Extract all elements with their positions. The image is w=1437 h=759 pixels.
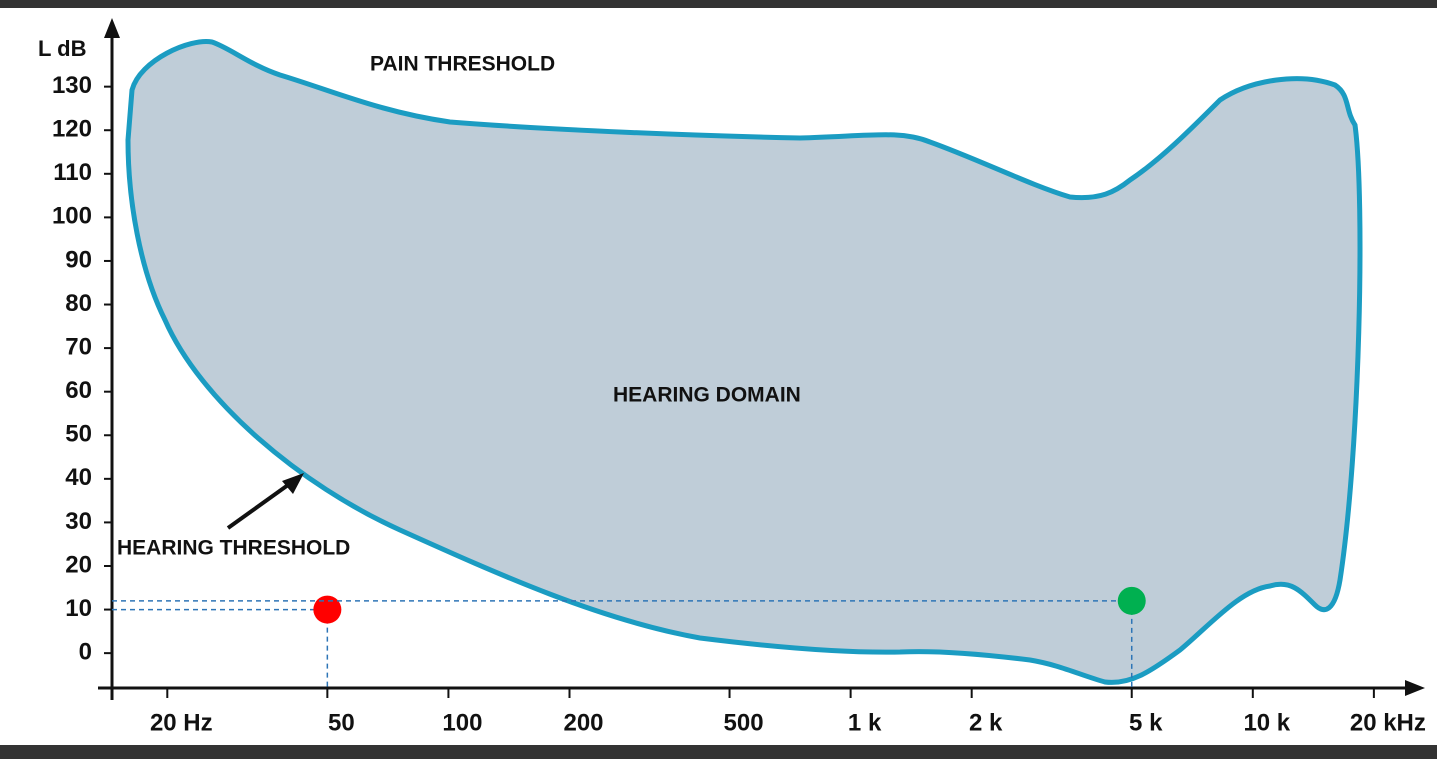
point xyxy=(313,595,342,624)
y-tick-label: 0 xyxy=(79,638,92,665)
y-tick-label: 110 xyxy=(53,159,92,186)
y-axis-label: L dB xyxy=(38,36,86,61)
x-tick-label: 5 k xyxy=(1129,709,1163,736)
hearing-domain xyxy=(125,39,1363,685)
x-tick-label: 500 xyxy=(724,709,764,736)
x-tick-label: 20 Hz xyxy=(150,709,213,736)
y-axis-arrow xyxy=(104,18,120,38)
x-tick-label: 1 k xyxy=(848,709,882,736)
y-tick-label: 90 xyxy=(65,246,92,273)
y-tick-label: 10 xyxy=(65,595,92,622)
y-tick-label: 50 xyxy=(65,421,92,448)
x-tick-label: 200 xyxy=(563,709,603,736)
y-tick-label: 100 xyxy=(52,203,92,230)
y-tick-label: 80 xyxy=(65,290,92,317)
annotation: PAIN THRESHOLD xyxy=(370,53,555,76)
y-tick-label: 130 xyxy=(52,72,92,99)
annotation: HEARING THRESHOLD xyxy=(117,537,350,560)
x-tick-label: 2 k xyxy=(969,709,1003,736)
y-tick-label: 40 xyxy=(65,464,92,491)
annotation-arrowhead xyxy=(282,473,304,494)
x-tick-label: 100 xyxy=(442,709,482,736)
top-bar xyxy=(0,0,1437,8)
annotation-arrow xyxy=(226,478,297,530)
y-tick-label: 20 xyxy=(65,551,92,578)
x-tick-label: 10 k xyxy=(1243,709,1290,736)
x-tick-label: 50 xyxy=(328,709,355,736)
point xyxy=(1117,586,1146,615)
y-tick-label: 60 xyxy=(65,377,92,404)
y-tick-label: 120 xyxy=(52,116,92,143)
y-tick-label: 30 xyxy=(65,508,92,535)
x-tick-label: 20 kHz xyxy=(1350,709,1426,736)
annotation: HEARING DOMAIN xyxy=(613,384,801,407)
y-tick-label: 70 xyxy=(65,333,92,360)
x-axis-arrow xyxy=(1405,680,1425,696)
bottom-bar xyxy=(0,745,1437,759)
